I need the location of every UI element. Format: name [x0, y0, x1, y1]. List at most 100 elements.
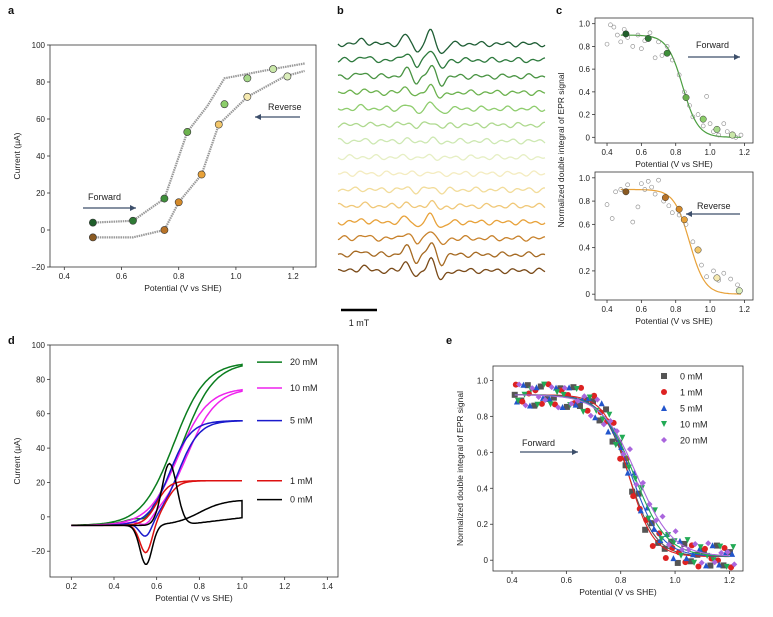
x-tick-label: 0.2 [66, 582, 78, 591]
forward-arrow-head [130, 205, 136, 211]
y-tick-label: 0.2 [477, 520, 489, 529]
marker-circle [649, 542, 656, 549]
marker-diamond [574, 397, 581, 404]
x-tick-label: 1.2 [739, 148, 751, 157]
x-tick-label: 1.0 [670, 576, 682, 585]
marker-triangle-up [696, 545, 703, 552]
marker-triangle-down [651, 507, 658, 514]
marker-circle [519, 398, 526, 405]
marker-circle [630, 493, 637, 500]
marker-square [590, 398, 596, 405]
filled-point [713, 274, 721, 282]
cv-curve-0-mm [71, 462, 243, 566]
marker-square [707, 562, 714, 569]
data-marker [214, 120, 223, 129]
marker-triangle-down [710, 557, 717, 564]
open-point [652, 55, 658, 61]
marker-diamond [698, 559, 705, 566]
marker-triangle-down [684, 537, 691, 544]
filled-point [622, 188, 630, 196]
x-axis-label: Potential (V vs SHE) [144, 283, 222, 293]
legend-label: 5 mM [680, 404, 703, 414]
marker-diamond [724, 549, 731, 556]
marker-diamond [581, 393, 588, 400]
marker-circle [661, 389, 667, 395]
marker-square [629, 488, 636, 495]
marker-square [596, 417, 603, 424]
open-point [738, 132, 744, 138]
marker-square [720, 562, 727, 569]
open-point [656, 177, 661, 183]
y-tick-label: 0.8 [579, 197, 591, 206]
e-forward-arrow-head [572, 449, 578, 455]
y-tick-label: 0.6 [579, 65, 591, 74]
y-tick-label: 20 [36, 478, 45, 487]
y-tick-label: 80 [36, 375, 45, 384]
data-marker [183, 128, 192, 136]
x-tick-label: 1.0 [705, 148, 717, 157]
panel-label-a: a [8, 5, 15, 17]
marker-triangle-down [534, 401, 541, 408]
marker-circle [695, 563, 702, 570]
epr-trace [337, 64, 546, 87]
marker-diamond [653, 517, 660, 524]
marker-diamond [672, 528, 679, 535]
marker-diamond [535, 393, 542, 400]
marker-triangle-up [566, 384, 573, 391]
marker-triangle-down [691, 559, 698, 566]
open-point [682, 89, 687, 95]
data-marker [129, 216, 137, 225]
x-tick-label: 1.2 [739, 305, 751, 314]
y-tick-label: 0.4 [579, 244, 591, 253]
marker-triangle-down [730, 544, 737, 551]
marker-square [687, 558, 694, 565]
open-point [642, 187, 648, 192]
curve-reverse [92, 69, 305, 239]
open-point [699, 262, 704, 268]
epr-trace [337, 256, 546, 281]
marker-triangle-down [645, 515, 652, 522]
marker-triangle-down [658, 536, 665, 543]
y-tick-label: 0 [586, 290, 591, 299]
marker-triangle-down [554, 389, 561, 396]
y-tick-label: 0.6 [477, 448, 489, 457]
marker-triangle-up [729, 550, 736, 557]
marker-square [524, 382, 531, 389]
open-point [625, 182, 630, 188]
marker-square [550, 394, 557, 401]
open-point [609, 216, 615, 221]
plot-frame [594, 17, 754, 144]
epr-trace [337, 83, 546, 99]
x-tick-label: 0.4 [506, 576, 518, 585]
data-marker [89, 218, 97, 227]
panel-label-b: b [337, 5, 344, 17]
open-point [724, 129, 730, 134]
marker-diamond [626, 446, 633, 453]
open-point [604, 202, 610, 207]
marker-diamond [659, 513, 666, 520]
marker-diamond [705, 540, 712, 547]
marker-triangle-down [678, 552, 685, 559]
y-tick-label: 1.0 [477, 376, 489, 385]
open-point [659, 53, 665, 58]
marker-diamond [633, 481, 640, 488]
open-point [618, 187, 624, 192]
marker-square [531, 402, 538, 409]
marker-square [544, 395, 551, 402]
marker-triangle-down [586, 394, 593, 401]
open-point [666, 203, 672, 209]
marker-diamond [607, 418, 614, 425]
y-tick-label: 0 [586, 133, 591, 142]
filled-point [699, 115, 707, 123]
marker-triangle-down [560, 391, 567, 398]
open-point [669, 57, 675, 63]
c-ylabel: Normalized double integral of EPR signal [556, 72, 566, 227]
filled-point [735, 287, 743, 295]
marker-circle [617, 455, 624, 462]
filled-point [728, 131, 736, 139]
panel-label-e: e [446, 335, 452, 347]
marker-square [681, 540, 688, 547]
open-point [690, 239, 696, 245]
y-axis-label: Current (μA) [12, 437, 22, 484]
